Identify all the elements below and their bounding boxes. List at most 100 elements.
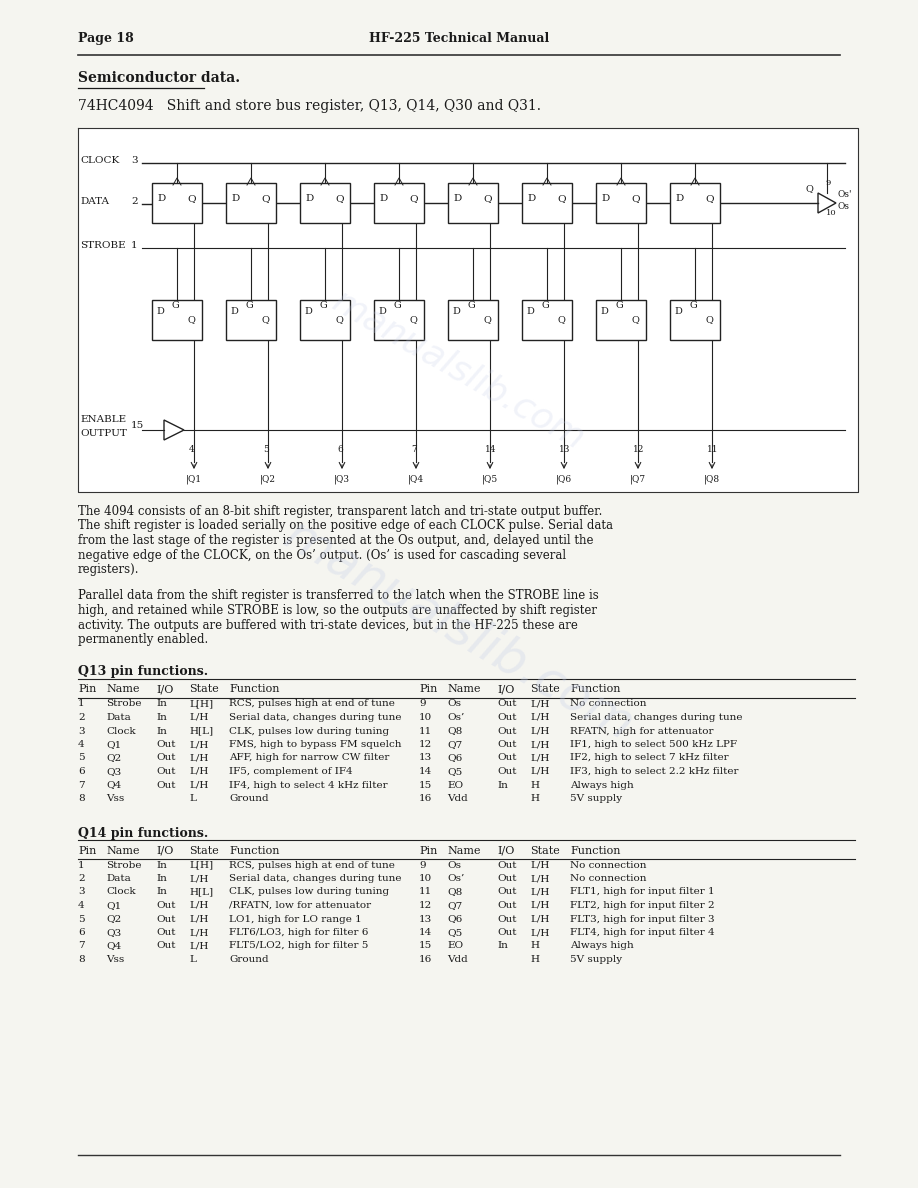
Text: 12: 12 [419, 740, 432, 748]
Text: 2: 2 [78, 874, 84, 883]
Text: Ground: Ground [229, 955, 269, 963]
Text: L/H: L/H [530, 915, 549, 923]
Text: D: D [231, 194, 240, 203]
Text: Clock: Clock [106, 887, 136, 897]
Text: FLT2, high for input filter 2: FLT2, high for input filter 2 [570, 901, 714, 910]
Text: L/H: L/H [530, 928, 549, 937]
Text: L/H: L/H [189, 942, 208, 950]
Text: Page 18: Page 18 [78, 32, 134, 45]
Text: 4: 4 [189, 446, 195, 454]
Text: Q: Q [335, 194, 343, 203]
Text: Q2: Q2 [106, 915, 121, 923]
Text: Vdd: Vdd [447, 794, 468, 803]
Text: Out: Out [156, 740, 175, 748]
Text: 13: 13 [559, 446, 570, 454]
Text: In: In [156, 887, 167, 897]
Text: D: D [674, 307, 682, 316]
Bar [670, 183, 720, 223]
Text: I/O: I/O [497, 684, 514, 695]
Text: activity. The outputs are buffered with tri-state devices, but in the HF-225 the: activity. The outputs are buffered with … [78, 619, 577, 632]
Text: |Q3: |Q3 [334, 475, 350, 485]
Text: EO: EO [447, 781, 463, 790]
Text: Os': Os' [838, 190, 853, 200]
Text: 3: 3 [131, 156, 138, 165]
Text: Out: Out [497, 700, 517, 708]
Text: Os’: Os’ [447, 874, 465, 883]
Text: |Q1: |Q1 [186, 475, 202, 485]
Text: 10: 10 [419, 874, 432, 883]
Text: The shift register is loaded serially on the positive edge of each CLOCK pulse. : The shift register is loaded serially on… [78, 519, 613, 532]
Text: State: State [530, 684, 560, 695]
Text: IF3, high to select 2.2 kHz filter: IF3, high to select 2.2 kHz filter [570, 767, 738, 776]
Text: Function: Function [229, 846, 279, 855]
Text: Q: Q [557, 194, 565, 203]
Text: 9: 9 [826, 179, 832, 187]
Text: permanently enabled.: permanently enabled. [78, 633, 208, 646]
Text: Strobe: Strobe [106, 860, 141, 870]
Text: D: D [157, 194, 165, 203]
Text: Function: Function [570, 846, 621, 855]
Text: 10: 10 [826, 209, 836, 217]
Text: L/H: L/H [189, 928, 208, 937]
Text: I/O: I/O [156, 684, 174, 695]
Text: manualslib.com: manualslib.com [275, 511, 643, 750]
Text: Q: Q [483, 194, 492, 203]
Text: RCS, pulses high at end of tune: RCS, pulses high at end of tune [229, 860, 395, 870]
Text: |Q2: |Q2 [260, 475, 276, 485]
Bar [226, 301, 276, 340]
Text: manualslib.com: manualslib.com [327, 284, 591, 456]
Text: Parallel data from the shift register is transferred to the latch when the STROB: Parallel data from the shift register is… [78, 589, 599, 602]
Text: 5: 5 [78, 753, 84, 763]
Bar [300, 183, 350, 223]
Text: CLOCK: CLOCK [80, 156, 119, 165]
Text: IF1, high to select 500 kHz LPF: IF1, high to select 500 kHz LPF [570, 740, 737, 748]
Text: Q: Q [336, 315, 344, 324]
Text: Out: Out [497, 860, 517, 870]
Text: Strobe: Strobe [106, 700, 141, 708]
Text: Out: Out [156, 928, 175, 937]
Text: 13: 13 [419, 915, 432, 923]
Text: No connection: No connection [570, 700, 646, 708]
Text: 9: 9 [419, 700, 426, 708]
Text: Os: Os [447, 860, 461, 870]
Text: 11: 11 [707, 446, 719, 454]
Text: Pin: Pin [419, 684, 437, 695]
Text: |Q6: |Q6 [556, 475, 572, 485]
Text: Out: Out [156, 767, 175, 776]
Text: Q: Q [262, 315, 270, 324]
Text: 5V supply: 5V supply [570, 955, 622, 963]
Text: L/H: L/H [189, 753, 208, 763]
Text: Q: Q [187, 194, 196, 203]
Text: L/H: L/H [189, 740, 208, 748]
Text: L/H: L/H [530, 700, 549, 708]
Text: Q7: Q7 [447, 901, 463, 910]
Bar [300, 301, 350, 340]
Text: Q4: Q4 [106, 781, 121, 790]
Text: L/H: L/H [189, 767, 208, 776]
Text: Out: Out [156, 753, 175, 763]
Bar [78, 128, 858, 492]
Text: G: G [690, 301, 698, 310]
Text: CLK, pulses low during tuning: CLK, pulses low during tuning [229, 887, 389, 897]
Text: L/H: L/H [530, 874, 549, 883]
Text: 14: 14 [485, 446, 497, 454]
Text: Out: Out [497, 901, 517, 910]
Text: Q6: Q6 [447, 915, 463, 923]
Text: Out: Out [156, 781, 175, 790]
Text: IF2, high to select 7 kHz filter: IF2, high to select 7 kHz filter [570, 753, 729, 763]
Text: Vdd: Vdd [447, 955, 468, 963]
Text: D: D [527, 194, 535, 203]
Text: Pin: Pin [78, 684, 96, 695]
Text: The 4094 consists of an 8-bit shift register, transparent latch and tri-state ou: The 4094 consists of an 8-bit shift regi… [78, 505, 602, 518]
Text: Name: Name [106, 846, 140, 855]
Text: G: G [320, 301, 328, 310]
Text: 14: 14 [419, 767, 432, 776]
Text: L/H: L/H [530, 887, 549, 897]
Text: |Q7: |Q7 [630, 475, 646, 485]
Text: Name: Name [447, 684, 480, 695]
Text: Out: Out [156, 942, 175, 950]
Text: H[L]: H[L] [189, 887, 213, 897]
Text: Q: Q [558, 315, 565, 324]
Text: registers).: registers). [78, 563, 140, 576]
Text: L/H: L/H [530, 740, 549, 748]
